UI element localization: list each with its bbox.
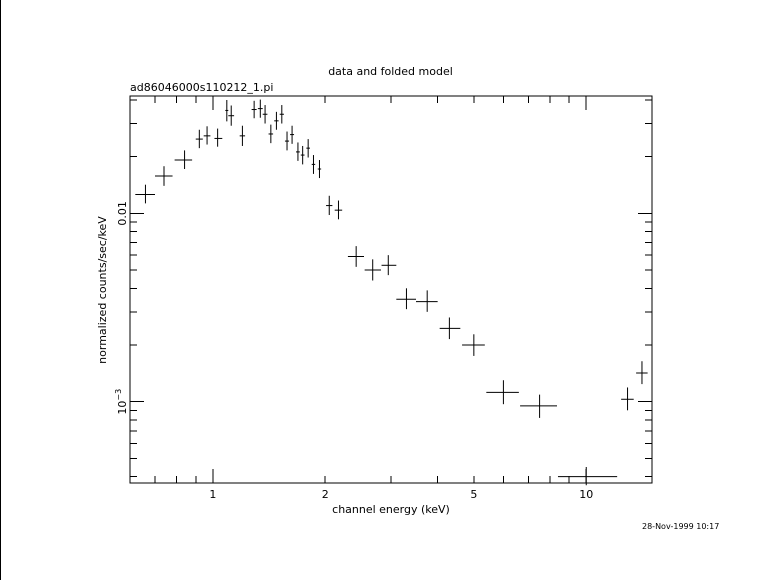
x-tick-label: 2 [322,488,329,501]
data-point [257,99,263,118]
data-point [274,111,279,130]
data-point [306,139,310,158]
chart-subtitle: ad86046000s110212_1.pi [130,81,274,94]
data-point [225,99,229,122]
data-point [636,361,648,385]
data-point [326,195,333,216]
y-tick-label: 0.01 [116,201,129,226]
data-point [557,466,618,486]
data-point [462,334,485,356]
data-point [621,387,634,411]
x-tick-label: 5 [470,488,477,501]
data-point [381,255,397,276]
chart-title: data and folded model [328,65,453,78]
data-point [296,142,300,161]
data-point [203,126,211,145]
data-point [317,160,322,179]
plot-frame [129,95,653,484]
data-point [154,166,173,186]
data-point [195,129,203,149]
data-point [300,145,305,165]
data-point [284,131,290,151]
data-point [228,105,235,126]
data-point [268,124,274,144]
data-point [135,184,155,204]
y-tick-label: 10−3 [114,389,129,415]
data-point [251,100,257,119]
data-point [311,155,316,174]
data-point [347,246,365,267]
x-tick-label: 1 [209,488,216,501]
data-point [364,259,381,281]
data-point [415,290,438,312]
data-point [486,380,519,405]
timestamp: 28-Nov-1999 10:17 [642,522,720,531]
data-point [396,288,416,310]
x-tick-label: 10 [579,488,593,501]
data-point [214,128,223,147]
data-point [279,105,284,124]
data-point [290,125,295,144]
data-point [262,105,268,124]
data-point [334,200,343,220]
data-point [174,150,193,170]
left-border-line [0,0,1,580]
data-point [439,317,461,340]
data-point [520,394,558,418]
x-axis-label: channel energy (keV) [332,503,450,516]
data-point [239,125,246,146]
